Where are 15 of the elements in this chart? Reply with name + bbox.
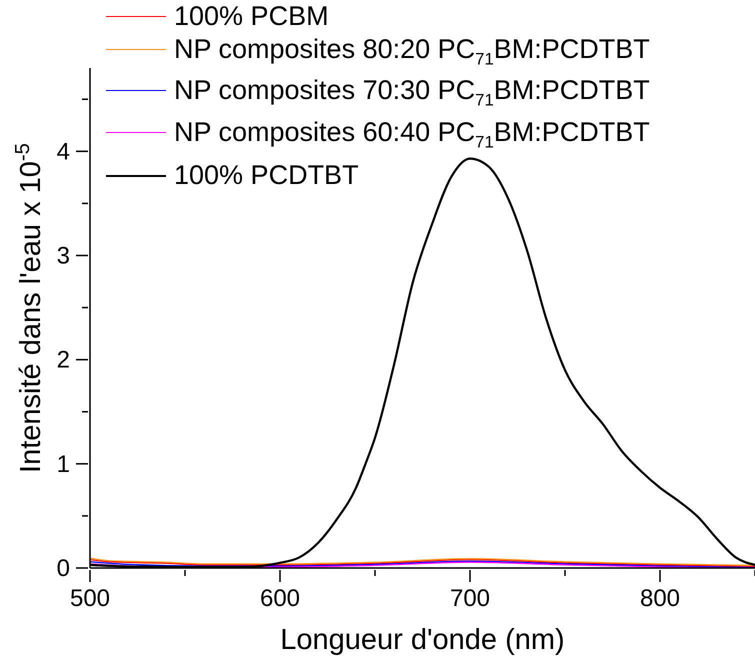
y-tick-label: 3 — [56, 242, 70, 270]
legend-label: 100% PCDTBT — [174, 160, 359, 190]
legend-label: NP composites 60:40 PC$_{71}$BM:PCDTBT — [174, 117, 650, 152]
legend-label: 100% PCBM — [174, 1, 329, 31]
y-tick-label: 2 — [56, 346, 70, 374]
x-tick-label: 600 — [260, 585, 300, 612]
x-axis-title: Longueur d'onde (nm) — [280, 624, 565, 656]
x-tick-label: 500 — [70, 585, 110, 612]
y-tick-label: 0 — [56, 555, 70, 582]
y-tick-label: 1 — [56, 450, 70, 478]
legend-label: NP composites 80:20 PC$_{71}$BM:PCDTBT — [174, 34, 650, 69]
legend-label: NP composites 70:30 PC$_{71}$BM:PCDTBT — [174, 75, 650, 110]
x-tick-label: 700 — [450, 585, 490, 612]
y-tick-label: 4 — [56, 138, 70, 166]
x-tick-label: 800 — [640, 585, 680, 612]
